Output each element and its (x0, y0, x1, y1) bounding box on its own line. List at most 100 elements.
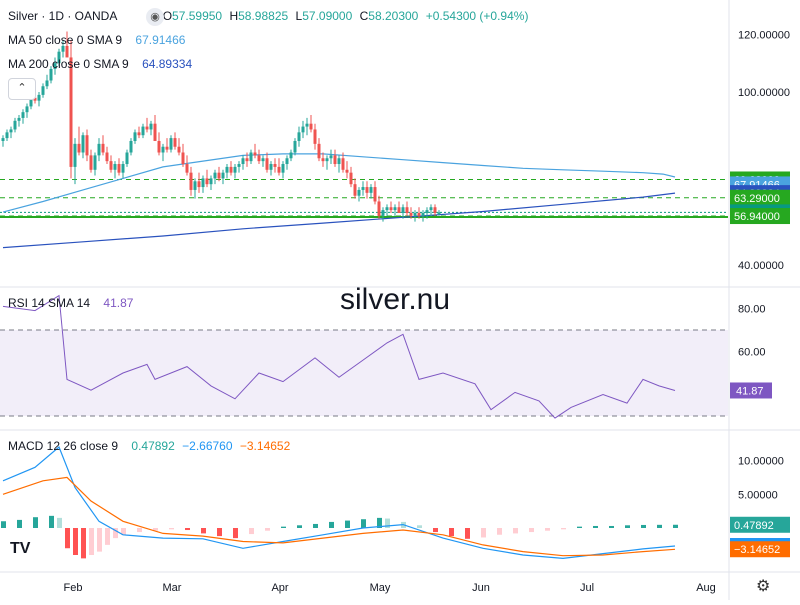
candle-body (373, 187, 377, 202)
macd-histogram-bar (417, 525, 422, 528)
candle-body (209, 178, 213, 185)
rsi-label: RSI 14 SMA 14 (8, 296, 91, 310)
candle-body (337, 158, 341, 165)
candle-body (245, 158, 249, 162)
x-tick-label: Jul (580, 582, 594, 594)
candle-body (353, 184, 357, 196)
candle-body (301, 126, 305, 133)
macd-histogram-bar (481, 528, 486, 538)
macd-v3: −3.14652 (239, 439, 291, 453)
chevron-up-icon[interactable]: ⌃ (8, 78, 36, 100)
macd-histogram-bar (561, 528, 566, 530)
macd-histogram-bar (577, 526, 582, 528)
macd-histogram-bar (73, 528, 78, 555)
x-tick-label: Aug (696, 582, 716, 594)
candle-body (365, 187, 369, 193)
candle-body (101, 143, 105, 153)
close-value: 58.20300 (368, 9, 419, 23)
macd-v1: 0.47892 (131, 439, 175, 453)
price-tick-label: 40.00000 (738, 260, 784, 272)
high-value: 58.98825 (238, 9, 289, 23)
watermark: silver.nu (340, 283, 451, 316)
candle-body (137, 132, 141, 136)
candle-body (25, 106, 29, 113)
candle-body (257, 155, 261, 162)
macd-label: MACD 12 26 close 9 (8, 439, 119, 453)
gear-icon[interactable]: ⚙ (756, 578, 771, 595)
candle-body (277, 166, 281, 173)
candle-body (413, 212, 417, 216)
change-value: +0.54300 (+0.94%) (425, 9, 529, 23)
eye-icon[interactable]: ◉ (146, 8, 164, 26)
ma200-legend[interactable]: MA 200 close 0 SMA 9 64.89334 (8, 57, 196, 71)
macd-legend[interactable]: MACD 12 26 close 9 0.47892 −2.66760 −3.1… (8, 439, 294, 453)
close-label: C (359, 9, 369, 23)
low-label: L (295, 9, 303, 23)
macd-histogram-bar (465, 528, 470, 539)
candle-body (217, 172, 221, 179)
x-tick-label: Apr (271, 582, 288, 594)
candle-body (133, 132, 137, 141)
candle-body (429, 207, 433, 211)
x-tick-label: May (370, 582, 391, 594)
candle-body (265, 158, 269, 170)
candle-body (145, 126, 149, 130)
rsi-value: 41.87 (103, 296, 134, 310)
candle-body (77, 143, 81, 153)
macd-histogram-bar (137, 528, 142, 533)
macd-histogram-bar (609, 525, 614, 528)
macd-tag (730, 516, 790, 533)
candle-body (437, 212, 441, 215)
macd-histogram-bar (97, 528, 102, 552)
macd-histogram-bar (345, 520, 350, 528)
candle-body (325, 158, 329, 162)
macd-histogram-bar (529, 528, 534, 533)
macd-histogram-bar (377, 517, 382, 528)
symbol-name[interactable]: Silver · 1D · OANDA (8, 9, 118, 23)
candle-body (89, 155, 93, 170)
candle-body (249, 152, 253, 162)
candle-body (49, 68, 53, 81)
candle-body (417, 212, 421, 216)
candle-body (33, 97, 37, 101)
candle-body (117, 164, 121, 173)
candle-body (305, 123, 309, 127)
candle-body (421, 212, 425, 216)
candle-body (433, 207, 437, 213)
macd-tick-label: 5.00000 (738, 489, 778, 501)
candle-body (297, 132, 301, 141)
price-tick-label: 100.00000 (738, 87, 790, 99)
macd-histogram-bar (105, 528, 110, 545)
candle-body (389, 207, 393, 211)
macd-histogram-bar (313, 523, 318, 528)
rsi-legend[interactable]: RSI 14 SMA 14 41.87 (8, 296, 137, 310)
macd-histogram-bar (33, 517, 38, 528)
macd-histogram-bar (593, 525, 598, 528)
candle-body (313, 129, 317, 144)
tradingview-logo[interactable]: TV (10, 540, 31, 557)
macd-histogram-bar (673, 524, 678, 528)
candle-body (53, 63, 57, 69)
candle-body (317, 143, 321, 159)
candle-body (201, 178, 205, 188)
candle-body (9, 129, 13, 133)
candle-body (17, 117, 21, 121)
macd-histogram-bar (185, 528, 190, 531)
macd-histogram-bar (81, 528, 86, 559)
candle-body (253, 152, 257, 156)
candle-body (169, 138, 173, 150)
ma50-legend[interactable]: MA 50 close 0 SMA 9 67.91466 (8, 33, 189, 47)
macd-histogram-bar (361, 519, 366, 528)
macd-histogram-bar (265, 528, 270, 531)
candle-body (269, 164, 273, 170)
candle-body (345, 169, 349, 173)
candle-body (261, 158, 265, 162)
candle-body (105, 152, 109, 162)
candle-body (273, 164, 277, 167)
candle-body (129, 140, 133, 153)
macd-histogram-bar (121, 528, 126, 535)
ma200-label: MA 200 close 0 SMA 9 (8, 57, 129, 71)
ma50-value: 67.91466 (135, 33, 186, 47)
macd-histogram-bar (217, 528, 222, 537)
